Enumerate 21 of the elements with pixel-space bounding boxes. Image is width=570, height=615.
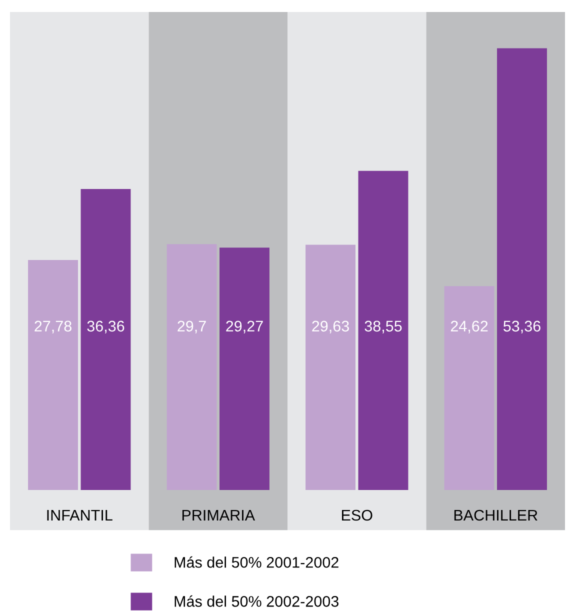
bar	[220, 248, 270, 490]
bar	[306, 244, 356, 490]
legend-label: Más del 50% 2001-2002	[174, 556, 338, 568]
data-label: 29,27	[226, 320, 263, 334]
data-label: 38,55	[364, 320, 402, 334]
bar	[358, 170, 408, 490]
bar	[80, 188, 131, 490]
bar	[444, 286, 494, 490]
x-tick-label: PRIMARIA	[182, 510, 256, 521]
data-label: 29,63	[312, 320, 349, 334]
data-label: 24,62	[450, 320, 488, 334]
bar	[166, 244, 217, 490]
bar	[28, 260, 78, 490]
legend-label: Más del 50% 2002-2003	[174, 595, 338, 607]
x-tick-label: ESO	[342, 510, 372, 521]
data-label: 27,78	[34, 320, 72, 334]
data-label: 29,7	[178, 320, 206, 334]
data-label: 53,36	[503, 320, 540, 334]
x-tick-label: BACHILLER	[454, 510, 538, 521]
data-label: 36,36	[87, 320, 124, 334]
x-tick-label: INFANTIL	[47, 510, 112, 521]
